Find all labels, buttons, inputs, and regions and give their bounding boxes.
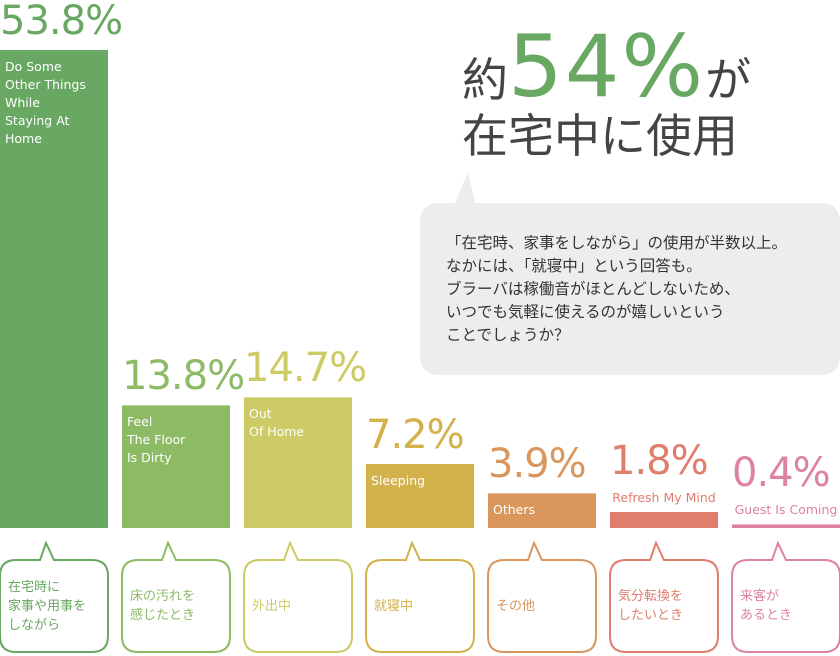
label-bubble — [243, 540, 353, 653]
category-label: Do Some Other Things While Staying At Ho… — [5, 59, 86, 146]
bar — [122, 405, 230, 528]
value-label: 3.9% — [488, 441, 587, 488]
headline-highlight: 54% — [508, 17, 706, 117]
bar — [610, 512, 718, 528]
headline-prefix: 約 — [462, 53, 508, 107]
bubble-label: 来客が あるとき — [740, 589, 793, 623]
bubble-label: 気分転換を したいとき — [618, 589, 684, 623]
value-label: 1.8% — [610, 438, 709, 484]
headline-line2: 在宅中に使用 — [462, 109, 738, 163]
category-label: Feel The Floor Is Dirty — [127, 414, 186, 466]
category-label: Sleeping — [371, 473, 426, 489]
category-label: Out Of Home — [249, 406, 305, 440]
category-label: Others — [493, 502, 536, 518]
value-label: 14.7% — [244, 345, 367, 392]
value-label: 13.8% — [122, 353, 245, 400]
bubble-label: 就寝中 — [374, 598, 414, 614]
bar — [366, 464, 474, 528]
value-label: 7.2% — [366, 412, 465, 459]
label-bubble — [0, 540, 109, 653]
headline: 約54%が — [462, 22, 751, 125]
bar — [0, 50, 108, 528]
bubble-label: その他 — [496, 598, 536, 614]
category-label: Refresh My Mind — [612, 490, 716, 505]
category-label: Guest Is Coming — [734, 502, 838, 518]
value-label: 53.8% — [0, 0, 123, 44]
label-bubble — [365, 540, 475, 653]
bubble-label: 在宅時に 家事や用事を しながら — [8, 579, 87, 633]
bar — [732, 524, 840, 528]
bar — [488, 493, 596, 528]
label-bubble — [609, 540, 719, 653]
bubble-label: 床の汚れを 感じたとき — [130, 589, 196, 623]
bar — [244, 397, 352, 528]
headline-suffix: が — [705, 53, 752, 107]
callout-bubble — [420, 172, 840, 375]
bubble-label: 外出中 — [252, 598, 292, 614]
label-bubble — [487, 540, 597, 653]
callout-text: 「在宅時、家事をしながら」の使用が半数以上。 なかには、「就寝中」という回答も。… — [446, 234, 788, 344]
label-bubble — [121, 540, 231, 653]
value-label: 0.4% — [732, 450, 831, 497]
label-bubble — [731, 540, 840, 653]
